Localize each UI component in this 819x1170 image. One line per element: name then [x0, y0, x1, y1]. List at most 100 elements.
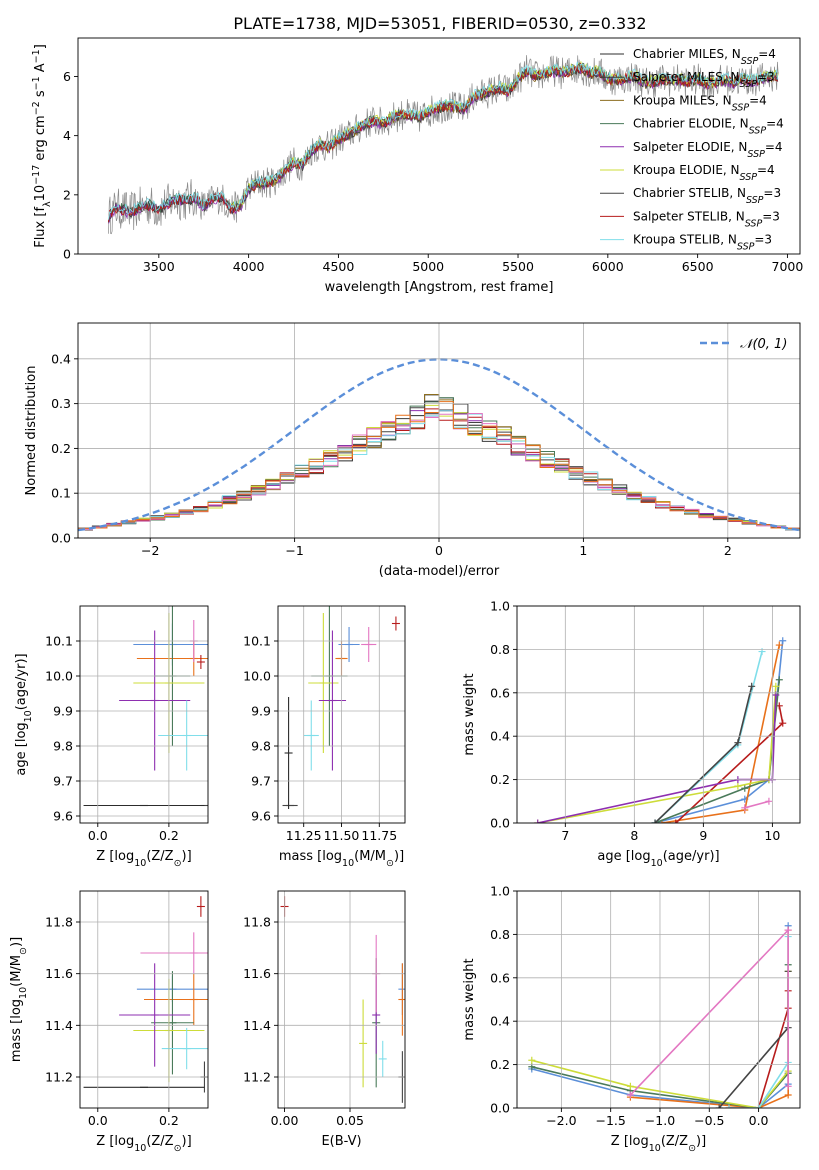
x-tick-label: 4000: [233, 259, 265, 274]
y-tick-label: 2: [63, 187, 71, 202]
mass-weight-marker: [741, 784, 749, 792]
mass-weight-line: [654, 679, 781, 823]
x-tick-label: 9: [699, 828, 707, 843]
y-tick-label: 9.9: [53, 704, 73, 719]
mass-weight-marker: [672, 819, 680, 823]
errorbar-point: [196, 896, 205, 917]
legend-label: Chabrier ELODIE, NSSP=4: [633, 117, 784, 137]
model-spectrum-line: [108, 66, 779, 224]
y-tick-label: 1.0: [490, 599, 510, 614]
axes-frame: [516, 890, 801, 1109]
x-tick-label: 4500: [323, 259, 355, 274]
age-vs-metallicity-axes: 0.0 0.2 9.6 9.7 9.8 9.9 10.0 10.1 Z [log10(Z/Z⊙)…: [14, 605, 209, 869]
y-tick-label: 1.0: [490, 884, 510, 899]
mass-weight-line: [744, 800, 770, 809]
x-tick-label: −2.0: [546, 1113, 576, 1128]
y-tick-label: 11.8: [243, 915, 271, 930]
errorbar-point: [391, 616, 400, 631]
x-tick-label: −1.5: [595, 1113, 625, 1128]
errorbar-point: [196, 655, 205, 669]
gaussian-legend-label: 𝒩(0, 1): [740, 337, 787, 352]
errorbar-point: [119, 630, 191, 771]
spectrum-plot-area: [108, 55, 779, 235]
y-tick-label: 11.2: [45, 1070, 73, 1085]
mass-weight-marker: [534, 819, 542, 823]
axes-frame: [77, 37, 801, 255]
legend-label: Kroupa MILES, NSSP=4: [633, 93, 767, 113]
y-tick-label: 10.1: [45, 634, 73, 649]
mass-weight-vs-age-axes: 7 8 9 10 0.0 0.2 0.4 0.6 0.8 1.0 age [log10(age/yr…: [462, 599, 801, 869]
x-tick-label: 0.2: [159, 828, 179, 843]
y-tick-label: 6: [63, 69, 71, 84]
mass-weight-line: [675, 705, 784, 823]
mass-weight-vs-age-y-label: mass weight: [462, 673, 477, 755]
errorbar-point: [158, 700, 208, 771]
mass-weight-line: [537, 694, 777, 823]
x-tick-label: 6500: [682, 259, 714, 274]
mass-weight-vs-metallicity-x-label: Z [log10(Z/Z⊙)]: [611, 1134, 706, 1154]
x-tick-label: 5000: [412, 259, 444, 274]
residual-histogram-axes: −2 −1 0 1 2 0.0 0.1 0.2 0.3 0.4 𝒩(0, 1) (data-model…: [24, 322, 801, 579]
errorbar-point: [284, 697, 293, 809]
mass-vs-metallicity-y-label: mass [log10(M/M⊙)]: [9, 937, 29, 1062]
x-tick-label: 7000: [772, 259, 804, 274]
y-tick-label: 0.8: [490, 927, 510, 942]
mass-weight-marker: [748, 682, 756, 690]
errorbar-point: [303, 700, 319, 771]
errorbar-point: [151, 971, 194, 1075]
spectrum-axes: 3500 4000 4500 5000 5500 6000 6500 7000 0 2 4 6 Chab…: [31, 37, 804, 295]
y-tick-label: 4: [63, 128, 71, 143]
spectrum-legend: Chabrier MILES, NSSP=4 Salpeter MILES, NS…: [600, 47, 784, 252]
errorbar-point: [119, 963, 191, 1067]
mass-weight-marker: [741, 804, 749, 812]
y-tick-label: 0.0: [490, 1101, 510, 1116]
x-tick-label: 2: [724, 543, 732, 558]
x-tick-label: 11.50: [324, 828, 360, 843]
x-tick-label: 5500: [502, 259, 534, 274]
age-vs-metallicity-x-label: Z [log10(Z/Z⊙)]: [96, 849, 191, 869]
mass-weight-marker: [775, 676, 783, 684]
y-tick-label: 9.7: [53, 774, 73, 789]
x-tick-label: 1: [579, 543, 587, 558]
errorbar-point: [144, 973, 208, 1026]
mass-vs-metallicity-x-label: Z [log10(Z/Z⊙)]: [96, 1134, 191, 1154]
mass-weight-line: [654, 640, 784, 823]
y-tick-label: 0.3: [51, 396, 71, 411]
mass-vs-ebv-axes: 0.00 0.05 11.2 11.4 11.6 11.8 E(B-V): [243, 890, 406, 1149]
y-tick-label: 0.0: [51, 531, 71, 546]
x-tick-label: 0: [435, 543, 443, 558]
mass-weight-marker: [715, 1104, 723, 1108]
mass-weight-marker: [626, 1091, 634, 1099]
errorbar-point: [359, 999, 368, 1088]
y-tick-label: 9.9: [251, 704, 271, 719]
errorbar-point: [398, 963, 405, 1036]
axes-frame: [277, 890, 406, 1109]
legend-label: Kroupa STELIB, NSSP=3: [633, 233, 772, 253]
x-tick-label: −1.0: [645, 1113, 675, 1128]
residual-histogram-x-label: (data-model)/error: [379, 564, 500, 579]
y-tick-label: 11.4: [45, 1018, 73, 1033]
axes-frame: [79, 890, 209, 1109]
mass-weight-marker: [772, 682, 780, 690]
mass-weight-marker: [651, 819, 659, 823]
errorbar-point: [308, 613, 339, 753]
y-tick-label: 0.2: [51, 441, 71, 456]
mass-weight-vs-metallicity-axes: −2.0 −1.5 −1.0 −0.5 0.0 0.0 0.2 0.4 0.6 0.8 1.0 Z […: [462, 884, 801, 1154]
axes-frame: [79, 605, 209, 824]
mass-weight-marker: [779, 719, 787, 727]
x-tick-label: 0.00: [271, 1113, 299, 1128]
mass-weight-marker: [775, 641, 783, 649]
x-tick-label: −2: [141, 543, 159, 558]
residual-histogram-y-label: Normed distribution: [24, 366, 39, 496]
y-tick-label: 11.8: [45, 915, 73, 930]
y-tick-label: 0.4: [51, 351, 71, 366]
mass-vs-metallicity-plot-area: [83, 896, 208, 1093]
axes-frame: [516, 605, 801, 824]
x-tick-label: 0.0: [88, 828, 108, 843]
y-tick-label: 9.8: [53, 739, 73, 754]
mass-weight-marker: [734, 739, 742, 747]
mass-weight-marker: [734, 782, 742, 790]
y-tick-label: 0.2: [490, 1057, 510, 1072]
model-spectrum-line: [108, 62, 778, 223]
